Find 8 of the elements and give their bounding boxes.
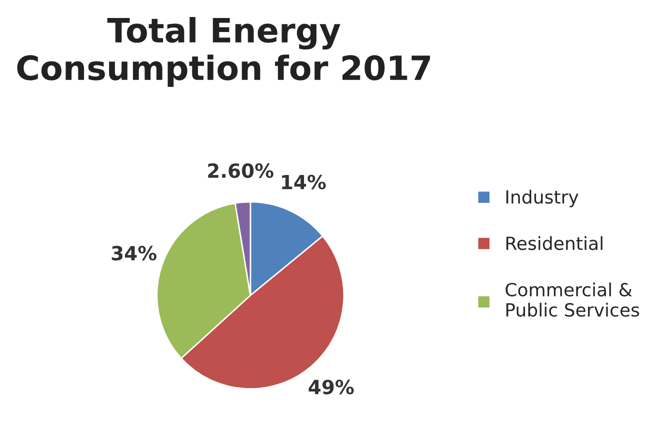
data-label: 14%: [282, 174, 326, 190]
data-label: 2.60%: [208, 163, 274, 178]
chart-title: Total Energy Consumption for 2017: [17, 17, 430, 87]
data-label: 34%: [112, 246, 156, 261]
legend-label: Residential: [506, 236, 602, 250]
legend-label: Industry: [506, 190, 578, 208]
legend-label: Commercial & Public Services: [506, 282, 640, 317]
data-label: 49%: [308, 380, 354, 394]
